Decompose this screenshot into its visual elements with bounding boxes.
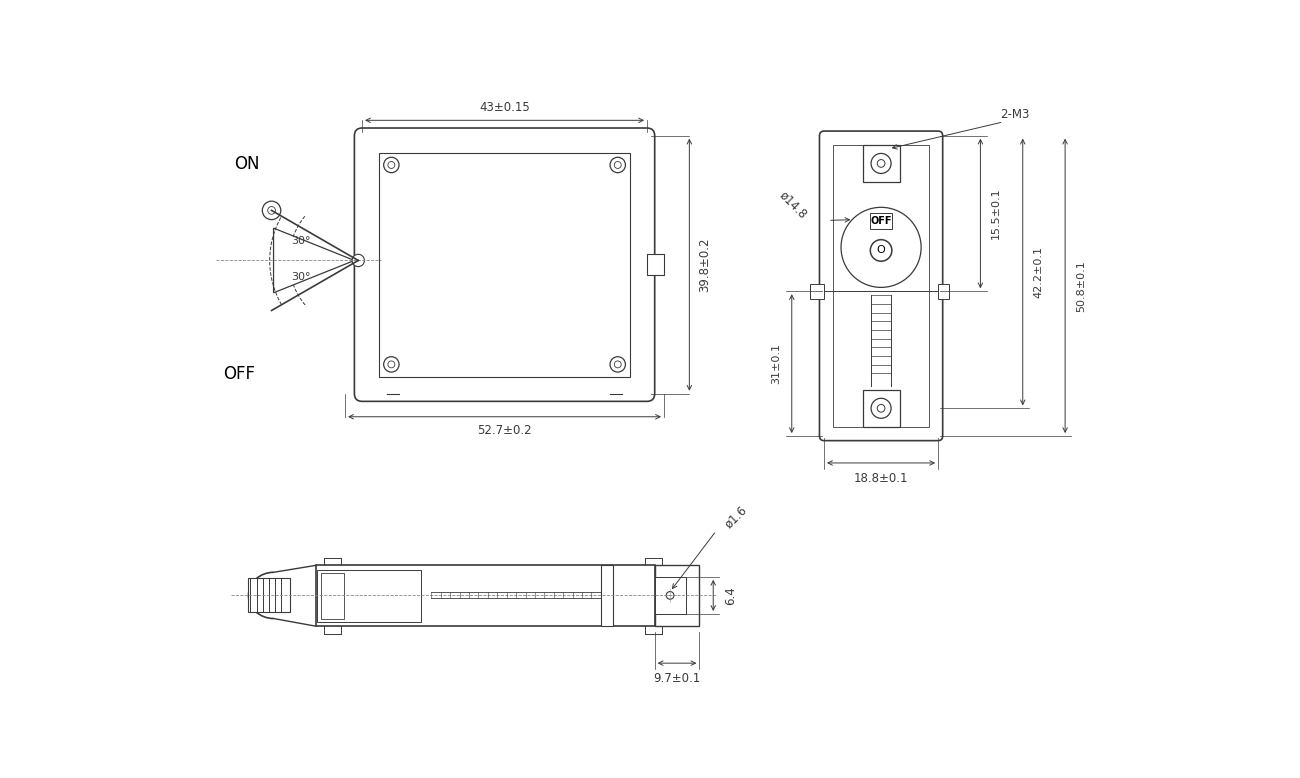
Circle shape xyxy=(615,162,621,168)
Text: OFF: OFF xyxy=(870,216,892,226)
Circle shape xyxy=(352,254,364,267)
Polygon shape xyxy=(273,228,355,293)
Circle shape xyxy=(871,398,890,419)
Circle shape xyxy=(384,157,399,173)
Bar xyxy=(647,254,664,275)
Text: 42.2±0.1: 42.2±0.1 xyxy=(1034,246,1044,298)
Circle shape xyxy=(263,202,281,219)
Bar xyxy=(317,570,421,622)
Text: O: O xyxy=(876,245,885,255)
Circle shape xyxy=(878,405,885,412)
Bar xyxy=(248,579,290,612)
Text: 43±0.15: 43±0.15 xyxy=(480,101,530,114)
Text: 15.5±0.1: 15.5±0.1 xyxy=(991,187,1001,240)
Bar xyxy=(321,573,345,619)
Bar xyxy=(601,566,614,626)
Bar xyxy=(810,283,824,299)
Bar xyxy=(939,283,949,299)
Text: 50.8±0.1: 50.8±0.1 xyxy=(1076,260,1085,312)
Bar xyxy=(863,145,900,182)
Bar xyxy=(863,390,900,427)
Circle shape xyxy=(610,157,625,173)
Circle shape xyxy=(666,591,673,599)
Circle shape xyxy=(387,361,395,368)
Circle shape xyxy=(871,153,890,173)
Circle shape xyxy=(387,162,395,168)
Text: 9.7±0.1: 9.7±0.1 xyxy=(654,672,701,685)
Circle shape xyxy=(268,206,276,214)
Circle shape xyxy=(384,356,399,372)
Bar xyxy=(833,145,928,427)
Bar xyxy=(380,152,630,377)
Bar xyxy=(655,566,699,626)
Text: 18.8±0.1: 18.8±0.1 xyxy=(854,472,909,485)
Circle shape xyxy=(878,159,885,167)
Bar xyxy=(870,213,892,229)
Circle shape xyxy=(615,361,621,368)
Text: ø1.6: ø1.6 xyxy=(722,503,749,531)
Text: 30°: 30° xyxy=(291,272,311,282)
Text: 52.7±0.2: 52.7±0.2 xyxy=(477,425,532,437)
Bar xyxy=(316,566,655,626)
Text: OFF: OFF xyxy=(222,366,255,384)
Text: ø14.8: ø14.8 xyxy=(777,188,810,222)
FancyBboxPatch shape xyxy=(355,128,655,401)
Circle shape xyxy=(841,207,922,287)
Circle shape xyxy=(610,356,625,372)
FancyBboxPatch shape xyxy=(819,131,942,440)
Text: 39.8±0.2: 39.8±0.2 xyxy=(698,237,711,292)
Text: ON: ON xyxy=(234,155,260,173)
Text: 2-M3: 2-M3 xyxy=(1001,107,1030,121)
Text: 6.4: 6.4 xyxy=(724,586,737,605)
Circle shape xyxy=(870,240,892,261)
Text: 30°: 30° xyxy=(291,237,311,246)
Bar xyxy=(655,577,685,614)
Text: 31±0.1: 31±0.1 xyxy=(771,343,781,384)
